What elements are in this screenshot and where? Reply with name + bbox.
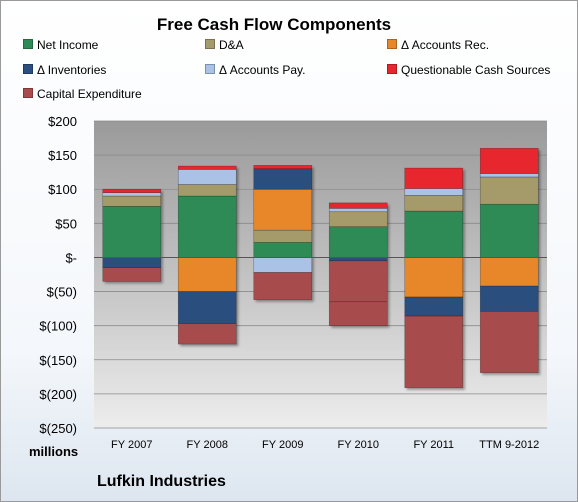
bar-segment <box>177 291 237 324</box>
x-tick-label: FY 2010 <box>338 439 379 451</box>
legend-label: Net Income <box>37 38 99 52</box>
x-tick-label: TTM 9-2012 <box>479 439 539 451</box>
y-tick-label: $(200) <box>39 387 77 402</box>
bar-stack <box>479 147 539 374</box>
legend-swatch <box>23 88 33 98</box>
bar-segment <box>328 257 388 262</box>
y-tick-label: $(250) <box>39 421 77 436</box>
legend-label: Questionable Cash Sources <box>401 63 551 77</box>
bar-segment <box>102 195 162 207</box>
y-tick-label: $200 <box>48 114 77 129</box>
y-tick-label: $(50) <box>47 285 77 300</box>
legend-swatch <box>387 39 397 49</box>
bar-segment <box>479 147 539 174</box>
legend-swatch <box>387 64 397 74</box>
y-tick-label: $(100) <box>39 319 77 334</box>
legend-swatch <box>205 39 215 49</box>
bar-segment <box>479 285 539 312</box>
bar-segment <box>102 257 162 268</box>
bar-segment <box>253 188 313 231</box>
plot-background <box>94 121 547 428</box>
bar-segment <box>177 323 237 345</box>
bar-segment <box>404 210 464 258</box>
bar-segment <box>404 296 464 317</box>
legend-label: Δ Inventories <box>37 63 107 77</box>
bar-segment <box>479 176 539 205</box>
bar-segment <box>102 188 162 193</box>
legend-label: Δ Accounts Pay. <box>219 63 306 77</box>
bar-segment <box>253 165 313 170</box>
bar-segment <box>102 192 162 197</box>
bar-segment <box>253 168 313 190</box>
legend-item-1: D&A <box>205 38 244 52</box>
bar-segment <box>328 301 388 326</box>
bar-stack <box>102 188 162 282</box>
x-tick-label: FY 2009 <box>262 439 303 451</box>
bar-segment <box>177 169 237 185</box>
bar-segment <box>177 184 237 197</box>
legend-label: Capital Expenditure <box>37 87 142 101</box>
y-tick-label: $(150) <box>39 353 77 368</box>
bar-segment <box>177 195 237 258</box>
bar-segment <box>102 205 162 258</box>
bar-segment <box>404 188 464 196</box>
bar-segment <box>102 267 162 282</box>
bar-stack <box>177 165 237 345</box>
bar-segment <box>404 195 464 212</box>
bar-segment <box>177 257 237 292</box>
legend-label: Δ Accounts Rec. <box>401 38 490 52</box>
legend-item-3: Δ Inventories <box>23 63 106 77</box>
legend-item-6: Capital Expenditure <box>23 87 142 101</box>
bar-segment <box>253 229 313 243</box>
y-tick-label: $50 <box>55 216 77 231</box>
bar-segment <box>177 165 237 170</box>
bar-segment <box>479 257 539 287</box>
x-tick-label: FY 2007 <box>111 439 152 451</box>
legend-item-5: Questionable Cash Sources <box>387 63 550 77</box>
bar-segment <box>404 257 464 298</box>
company-label: Lufkin Industries <box>97 473 226 490</box>
legend-swatch <box>23 39 33 49</box>
bar-segment <box>479 311 539 374</box>
bar-stack <box>328 202 388 326</box>
legend-swatch <box>205 64 215 74</box>
legend-item-0: Net Income <box>23 38 98 52</box>
bar-stack <box>404 167 464 389</box>
y-tick-label: $- <box>65 250 77 265</box>
x-tick-label: FY 2008 <box>187 439 228 451</box>
legend-swatch <box>23 64 33 74</box>
x-tick-label: FY 2011 <box>413 439 454 451</box>
bar-segment <box>328 208 388 213</box>
bar-stack <box>253 165 313 301</box>
bar-segment <box>479 203 539 258</box>
bar-segment <box>404 167 464 189</box>
bar-segment <box>328 211 388 228</box>
bar-segment <box>328 202 388 209</box>
chart-title: Free Cash Flow Components <box>156 15 392 34</box>
legend-label: D&A <box>219 38 244 52</box>
bar-segment <box>404 315 464 389</box>
bar-segment <box>328 226 388 258</box>
bar-segment <box>253 242 313 258</box>
y-tick-label: $100 <box>48 182 77 197</box>
bar-segment <box>479 173 539 178</box>
legend-item-4: Δ Accounts Pay. <box>205 63 306 77</box>
bar-segment <box>253 272 313 301</box>
legend-item-2: Δ Accounts Rec. <box>387 38 489 52</box>
bar-segment <box>328 260 388 303</box>
bar-segment <box>253 257 313 273</box>
y-tick-label: $150 <box>48 148 77 163</box>
unit-label: millions <box>29 444 78 459</box>
